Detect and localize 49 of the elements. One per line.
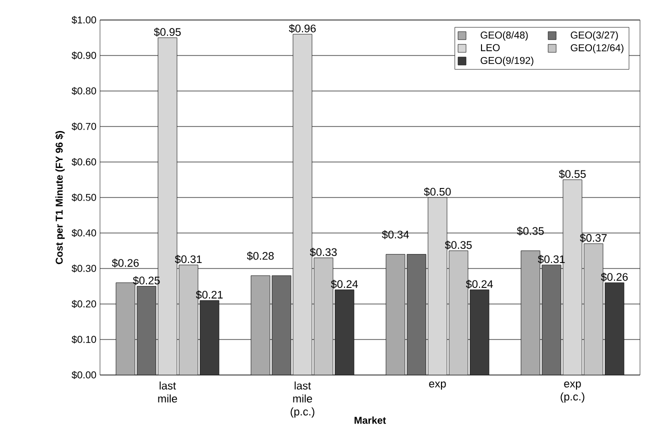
x-tick-label: last mile (p.c.): [290, 382, 314, 418]
data-label: $0.33: [310, 248, 337, 257]
legend-label: GEO(3/27): [570, 31, 618, 41]
bar: [136, 286, 156, 375]
data-label: $0.26: [600, 272, 628, 282]
x-tick-label: exp (p.c.): [560, 382, 584, 403]
y-axis-title: Cost per T1 Minute (FY 96 $): [55, 131, 65, 264]
bar: [470, 290, 490, 375]
data-label: $0.24: [330, 280, 358, 289]
data-label: $0.34: [382, 230, 409, 240]
bar: [542, 264, 562, 375]
data-label: $0.55: [558, 170, 586, 179]
y-tick-label: $0.80: [72, 86, 96, 96]
data-label: $0.95: [154, 28, 181, 37]
y-tick-label: $0.70: [72, 122, 96, 131]
bar: [386, 254, 406, 375]
y-tick-label: $0.10: [72, 335, 96, 344]
y-tick-label: $0.40: [72, 228, 96, 238]
bar: [334, 290, 354, 375]
legend-label: GEO(12/64): [570, 44, 624, 54]
bar: [250, 275, 270, 375]
y-tick-label: $1.00: [72, 16, 96, 24]
bar: [272, 275, 292, 375]
data-label: $0.35: [444, 240, 472, 250]
y-tick-label: $0.00: [72, 370, 96, 380]
x-axis-title: Market: [354, 416, 386, 424]
x-tick-label: last mile: [158, 382, 178, 403]
y-tick-label: $0.30: [72, 264, 96, 273]
data-label: $0.25: [132, 276, 160, 286]
legend-label: GEO(9/192): [480, 56, 534, 66]
y-tick-label: $0.50: [72, 193, 96, 202]
data-label: $0.35: [516, 226, 544, 236]
x-tick-label: exp: [429, 382, 446, 390]
data-label: $0.26: [112, 258, 139, 268]
legend-label: GEO(8/48): [480, 31, 528, 41]
bar: [604, 282, 624, 375]
y-tick-label: $0.60: [72, 158, 96, 166]
y-tick-label: $0.90: [72, 51, 96, 60]
y-tick-label: $0.20: [72, 300, 96, 308]
bar: [406, 254, 426, 375]
data-label: $0.21: [196, 290, 223, 300]
data-label: $0.50: [424, 187, 451, 196]
legend-label: LEO: [481, 44, 500, 52]
data-label: $0.37: [580, 234, 607, 242]
data-label: $0.28: [246, 252, 274, 260]
data-label: $0.31: [174, 254, 202, 264]
data-label: $0.96: [288, 24, 316, 34]
bar: [200, 300, 220, 375]
data-label: $0.24: [466, 280, 493, 289]
